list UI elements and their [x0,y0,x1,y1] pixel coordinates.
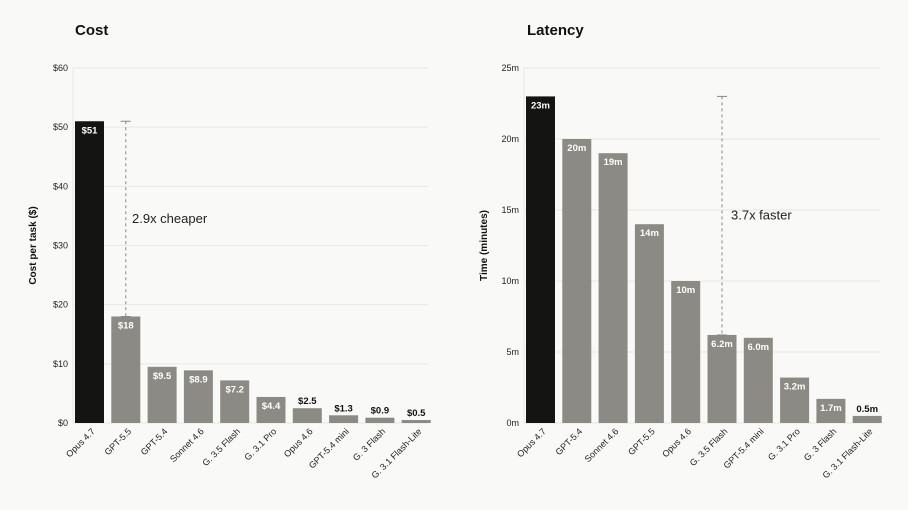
y-tick-label: 0m [506,418,519,428]
data-label: 23m [531,100,550,111]
bar [256,396,286,423]
bar [292,408,322,423]
x-tick-label: Sonnet 4.6 [168,426,206,464]
x-tick-label: Opus 4.7 [515,426,548,459]
y-tick-label: $50 [53,122,68,132]
data-label: 6.0m [747,342,769,353]
bar [598,153,628,423]
annotation-text: 2.9x cheaper [132,211,208,226]
y-tick-label: 15m [501,205,519,215]
data-label: $0.5 [407,408,426,419]
data-label: 0.5m [856,404,878,415]
x-tick-label: Opus 4.6 [660,426,693,459]
bar [816,398,846,423]
x-tick-label: G. 3.1 Pro [766,426,802,462]
y-tick-label: $30 [53,241,68,251]
x-tick-label: Opus 4.7 [64,426,97,459]
data-label: $8.9 [189,374,208,385]
annotation-text: 3.7x faster [731,208,792,223]
data-label: $18 [118,321,134,332]
x-tick-label: GPT-5.4 [139,426,170,457]
x-tick-label: Sonnet 4.6 [583,426,621,464]
bar [220,380,250,423]
y-tick-label: $10 [53,359,68,369]
bar [111,316,141,423]
data-label: $1.3 [334,403,353,414]
data-label: $0.9 [371,406,390,417]
data-label: 19m [604,157,623,168]
data-label: 10m [676,285,695,296]
data-label: $2.5 [298,396,317,407]
data-label: 20m [567,143,586,154]
bar [743,337,773,423]
x-tick-label: Opus 4.6 [282,426,315,459]
bar [147,366,177,423]
data-label: $9.5 [153,371,172,382]
x-tick-label: GPT-5.4 [553,426,584,457]
y-tick-label: $0 [58,418,68,428]
bar [780,377,810,423]
y-tick-label: 25m [501,63,519,73]
y-tick-label: 5m [506,347,519,357]
x-tick-label: G. 3.5 Flash [200,426,242,468]
bar [365,417,395,423]
x-tick-label: G. 3.1 Pro [242,426,278,462]
data-label: $51 [82,125,99,136]
bar [852,415,882,423]
data-label: 3.2m [784,382,806,393]
chart-1: Latency 0m 5m 10m 15m 20m 25m Time (minutes) 23m… [479,22,882,480]
bar [562,139,592,423]
x-tick-label: G. 3 Flash [351,426,387,462]
bar [526,96,555,424]
x-tick-label: G. 3 Flash [802,426,838,462]
chart-title: Cost [75,22,108,39]
chart-title: Latency [527,22,584,39]
y-tick-label: $20 [53,300,68,310]
y-tick-label: $40 [53,181,68,191]
bar [634,224,664,423]
x-tick-label: GPT-5.5 [102,426,133,457]
bar [329,415,359,423]
data-label: $4.4 [262,401,281,412]
x-tick-label: GPT-5.5 [626,426,657,457]
y-tick-label: $60 [53,63,68,73]
bar [401,420,431,423]
chart-0: Cost $0 $10 $20 $30 $40 $50 $60 Cost per task ($… [28,22,431,480]
data-label: 14m [640,228,659,239]
data-label: 1.7m [820,403,842,414]
bar [183,370,213,423]
bar [707,334,737,423]
y-axis-label: Cost per task ($) [28,206,39,284]
y-tick-label: 10m [501,276,519,286]
bar [671,281,701,423]
y-axis-label: Time (minutes) [479,210,490,281]
y-tick-label: 20m [501,134,519,144]
data-label: $7.2 [225,384,244,395]
bar [75,121,104,423]
data-label: 6.2m [711,339,733,350]
